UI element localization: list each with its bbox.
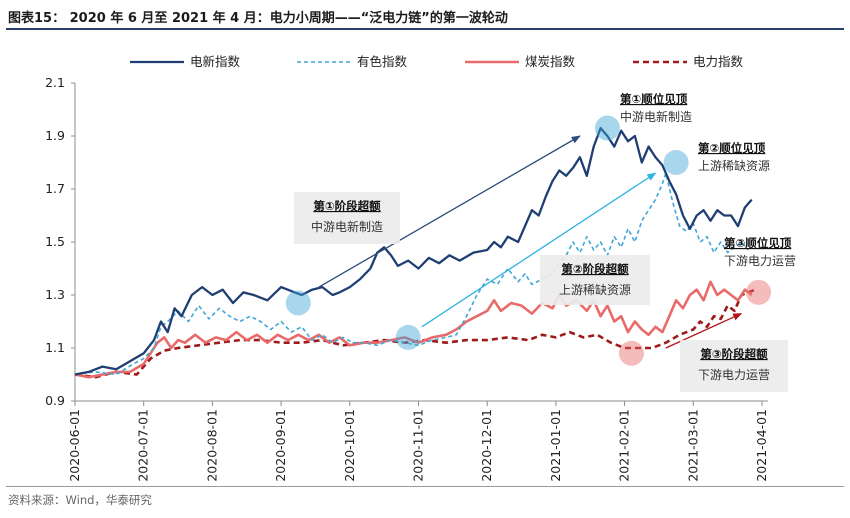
highlight-circle-5	[395, 324, 421, 350]
legend-item-2: 有色指数	[297, 54, 408, 69]
highlight-circle-6	[618, 340, 644, 366]
x-tick-label: 2020-08-01	[204, 409, 219, 482]
y-tick-label: 1.1	[45, 340, 65, 355]
x-tick-label: 2021-03-01	[685, 409, 700, 482]
annotation-subtitle: 上游稀缺资源	[698, 158, 770, 173]
legend-item-3: 煤炭指数	[465, 54, 576, 69]
legend-label: 煤炭指数	[525, 54, 576, 69]
y-tick-label: 1.7	[45, 181, 65, 196]
series-line-2	[74, 280, 753, 379]
footer-divider	[6, 486, 844, 487]
x-tick-label: 2020-09-01	[273, 409, 288, 482]
x-tick-label: 2021-02-01	[617, 409, 632, 482]
annotation-subtitle: 中游电新制造	[620, 109, 692, 124]
series-line-0	[74, 126, 753, 376]
annotation-box	[540, 255, 650, 305]
source-note: 资料来源：Wind，华泰研究	[8, 493, 152, 507]
y-tick-label: 1.9	[45, 128, 65, 143]
annotation-title: 第③阶段超额	[700, 347, 768, 361]
x-tick-label: 2020-06-01	[67, 409, 82, 482]
annotation-subtitle: 下游电力运营	[698, 368, 770, 382]
y-tick-label: 1.5	[45, 234, 65, 249]
annotation-title: 第①阶段超额	[313, 199, 381, 213]
x-tick-label: 2020-11-01	[411, 409, 426, 482]
chart-title: 图表15： 2020 年 6 月至 2021 年 4 月：电力小周期——“泛电力…	[8, 11, 508, 26]
legend-label: 有色指数	[357, 54, 408, 69]
trend-arrow-2	[421, 172, 657, 328]
y-tick-label: 2.1	[45, 75, 65, 90]
y-tick-label: 0.9	[45, 393, 65, 408]
x-tick-label: 2021-01-01	[548, 409, 563, 482]
legend-item-1: 电新指数	[130, 54, 241, 69]
x-tick-label: 2020-07-01	[136, 409, 151, 482]
annotation-title: 第③顺位见顶	[724, 236, 792, 250]
highlight-circle-2	[663, 150, 689, 175]
annotation-title: 第②顺位见顶	[698, 141, 766, 155]
series-line-1	[74, 172, 749, 376]
annotation-box	[680, 340, 788, 392]
y-tick-label: 1.3	[45, 287, 65, 302]
x-tick-label: 2020-10-01	[342, 409, 357, 482]
annotation-title: 第②阶段超额	[561, 262, 629, 276]
legend-label: 电新指数	[190, 54, 241, 69]
x-tick-label: 2021-04-01	[754, 409, 769, 482]
series-line-3	[74, 288, 756, 379]
annotation-box	[294, 192, 400, 244]
annotation-subtitle: 上游稀缺资源	[559, 282, 631, 297]
annotation-title: 第①顺位见顶	[620, 92, 688, 106]
highlight-circle-4	[285, 290, 311, 316]
highlight-circle-3	[746, 279, 772, 305]
legend-item-4: 电力指数	[633, 54, 744, 69]
trend-arrow-1	[318, 135, 581, 288]
annotation-subtitle: 下游电力运营	[724, 254, 796, 268]
annotation-subtitle: 中游电新制造	[311, 219, 383, 234]
title-divider	[6, 28, 844, 30]
highlight-circle-1	[594, 115, 620, 141]
trend-arrow-3	[665, 312, 743, 349]
x-tick-label: 2020-12-01	[479, 409, 494, 482]
legend-label: 电力指数	[693, 54, 744, 69]
